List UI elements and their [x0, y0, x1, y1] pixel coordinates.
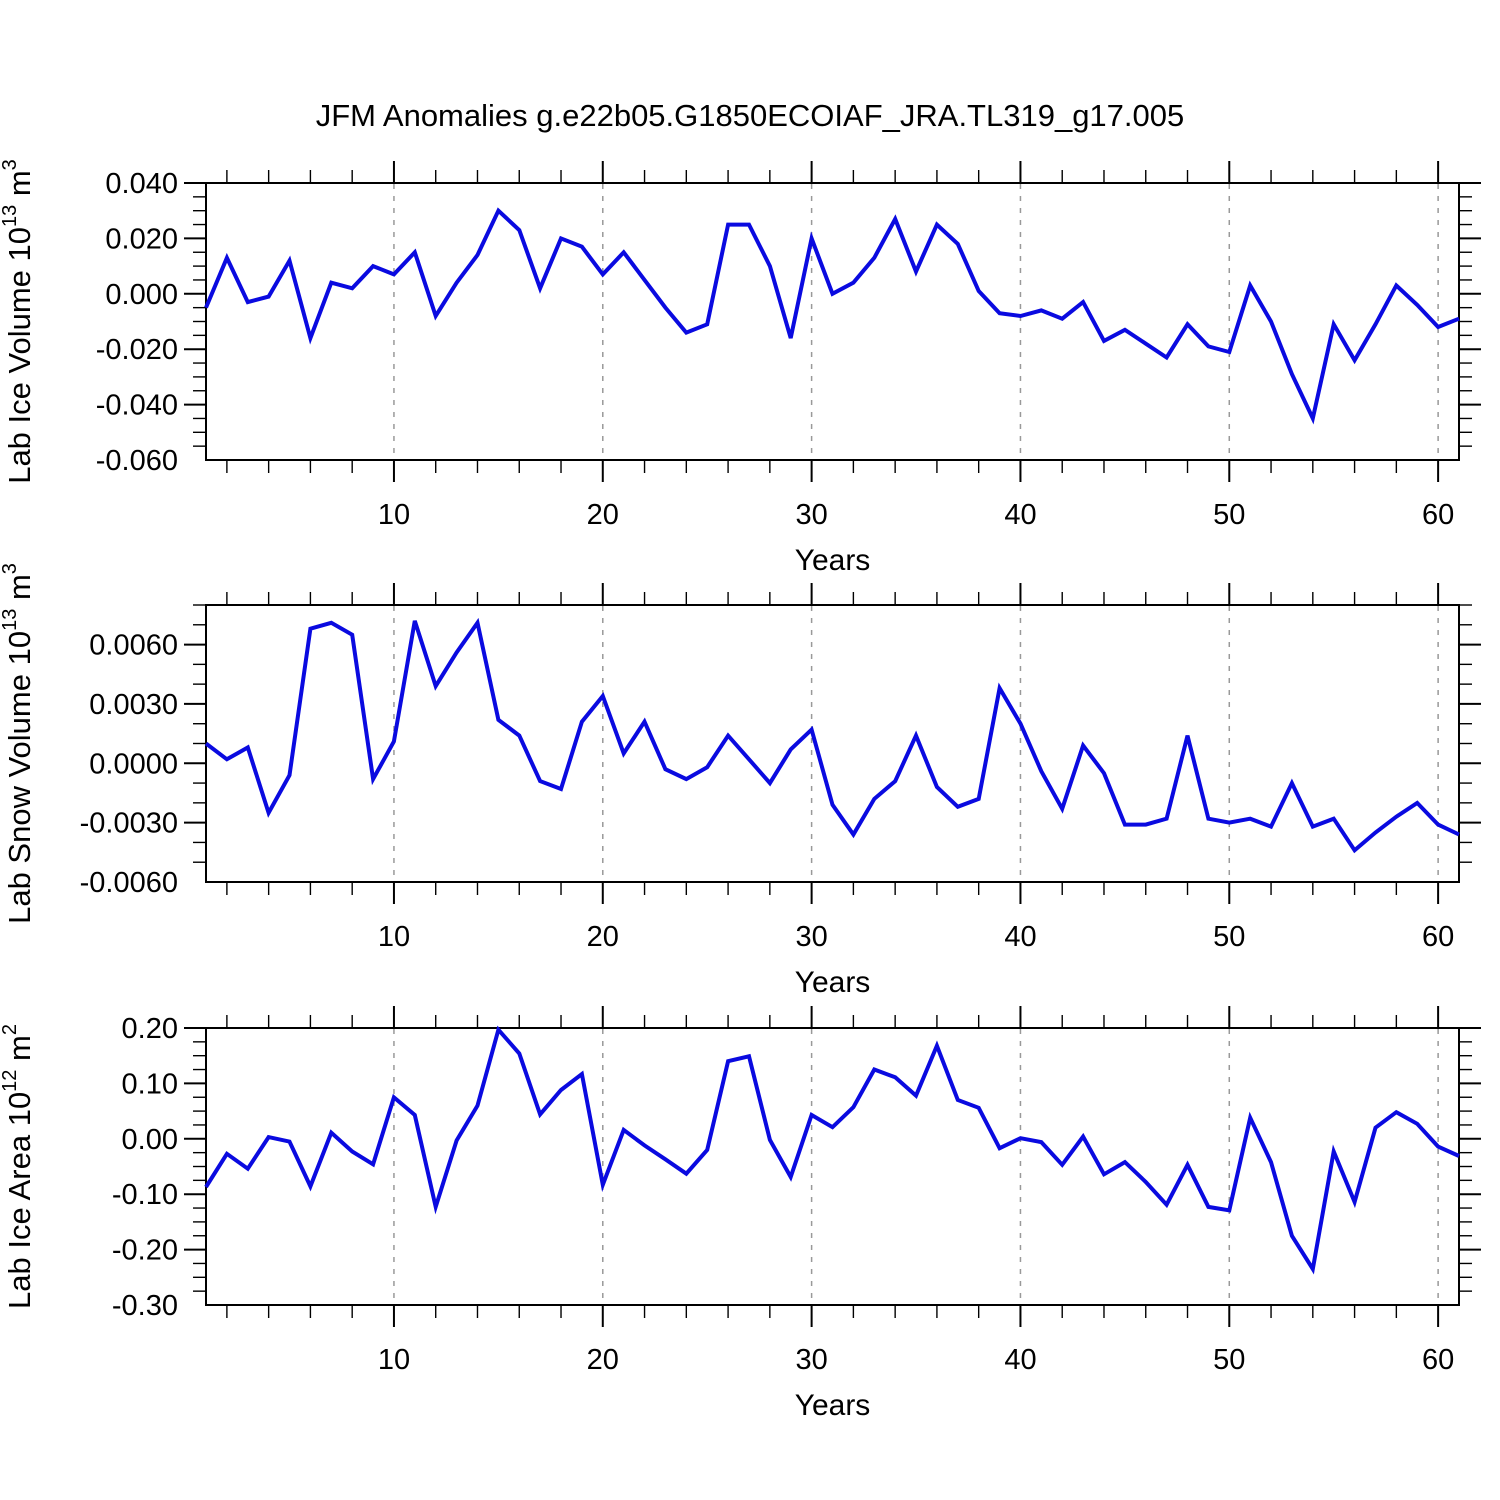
y-axis-labels: 0.20 0.10 0.00 -0.10 -0.20 -0.30	[112, 1013, 178, 1322]
page-title: JFM Anomalies g.e22b05.G1850ECOIAF_JRA.T…	[315, 98, 1185, 133]
data-line	[204, 1025, 1460, 1275]
tick-label: -0.060	[96, 445, 178, 477]
tick-label: 0.000	[105, 279, 178, 311]
ticks	[184, 161, 1481, 482]
tick-label: 10	[378, 499, 410, 531]
tick-label: -0.0030	[80, 808, 178, 840]
tick-label: 60	[1422, 499, 1454, 531]
gridlines	[393, 1029, 1439, 1304]
chart-3: 0.20 0.10 0.00 -0.10 -0.20 -0.30 10 20 30 40 50 60 Y…	[0, 1006, 1481, 1422]
tick-label: 20	[587, 921, 619, 953]
tick-label: -0.040	[96, 390, 178, 422]
y-axis-title: Lab Snow Volume 1013 m3	[0, 563, 37, 924]
x-axis-labels: 10 20 30 40 50 60	[378, 499, 1454, 531]
data-line	[204, 617, 1460, 854]
tick-label: 10	[378, 921, 410, 953]
tick-label: 50	[1213, 499, 1245, 531]
tick-label: 0.20	[122, 1013, 178, 1045]
tick-label: -0.0060	[80, 867, 178, 899]
chart-2: 0.0060 0.0030 0.0000 -0.0030 -0.0060 10 20 30 40…	[0, 563, 1481, 999]
tick-label: 40	[1004, 1344, 1036, 1376]
gridlines	[393, 184, 1439, 459]
tick-label: -0.20	[112, 1235, 178, 1267]
tick-label: 30	[795, 921, 827, 953]
tick-label: 0.040	[105, 168, 178, 200]
tick-label: -0.020	[96, 334, 178, 366]
tick-label: 20	[587, 499, 619, 531]
tick-label: 0.0000	[89, 748, 178, 780]
tick-label: 60	[1422, 921, 1454, 953]
x-axis-labels: 10 20 30 40 50 60	[378, 921, 1454, 953]
tick-label: 60	[1422, 1344, 1454, 1376]
tick-label: 50	[1213, 1344, 1245, 1376]
chart-1: 0.040 0.020 0.000 -0.020 -0.040 -0.060 10 20 30 4…	[0, 159, 1481, 577]
y-axis-title: Lab Ice Area 1012 m2	[0, 1024, 37, 1309]
data-line	[204, 207, 1460, 425]
tick-label: 30	[795, 1344, 827, 1376]
x-axis-title: Years	[795, 966, 871, 999]
tick-label: -0.30	[112, 1290, 178, 1322]
ticks	[184, 583, 1481, 904]
tick-label: 20	[587, 1344, 619, 1376]
tick-label: 0.0060	[89, 630, 178, 662]
tick-label: 0.00	[122, 1124, 178, 1156]
tick-label: 0.0030	[89, 689, 178, 721]
tick-label: 30	[795, 499, 827, 531]
x-axis-title: Years	[795, 1389, 871, 1422]
x-axis-title: Years	[795, 544, 871, 577]
tick-label: -0.10	[112, 1179, 178, 1211]
tick-label: 0.10	[122, 1068, 178, 1100]
gridlines	[393, 606, 1439, 881]
tick-label: 40	[1004, 921, 1036, 953]
tick-label: 50	[1213, 921, 1245, 953]
tick-label: 0.020	[105, 223, 178, 255]
y-axis-labels: 0.0060 0.0030 0.0000 -0.0030 -0.0060	[80, 630, 178, 899]
tick-label: 10	[378, 1344, 410, 1376]
y-axis-labels: 0.040 0.020 0.000 -0.020 -0.040 -0.060	[96, 168, 178, 477]
y-axis-title: Lab Ice Volume 1013 m3	[0, 159, 37, 484]
x-axis-labels: 10 20 30 40 50 60	[378, 1344, 1454, 1376]
ticks	[184, 1006, 1481, 1327]
tick-label: 40	[1004, 499, 1036, 531]
